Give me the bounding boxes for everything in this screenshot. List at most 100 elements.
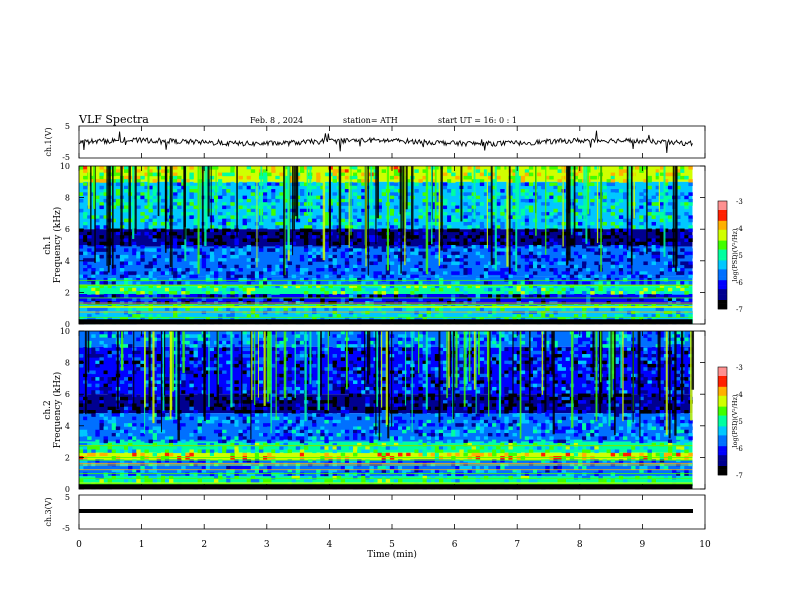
spectrogram-cell [471, 331, 477, 335]
spectrogram-cell [672, 334, 677, 338]
spectrogram-cell [455, 221, 460, 226]
spectrogram-cell [164, 307, 170, 312]
spectrogram-cell [365, 185, 370, 190]
spectrogram-cell [324, 248, 329, 252]
spectrogram-cell [667, 205, 673, 210]
spectrogram-cell [479, 221, 485, 226]
spectrogram-cell [132, 231, 137, 236]
spectrogram-cell [119, 380, 125, 384]
spectrogram-cell [676, 182, 681, 187]
spectrogram-cell [557, 274, 562, 279]
spectrogram-cell [213, 228, 219, 233]
spectrogram-cell [156, 215, 162, 219]
spectrogram-cell [246, 212, 252, 216]
spectrogram-cell [627, 347, 632, 352]
spectrogram-cell [442, 258, 448, 262]
spectrogram-cell [643, 354, 648, 358]
spectrogram-cell [189, 274, 194, 279]
spectrogram-cell [389, 175, 395, 180]
spectrogram-cell [430, 367, 436, 371]
spectrogram-cell [99, 347, 104, 352]
spectrogram-cell [140, 314, 145, 318]
spectrogram-cell [344, 169, 350, 173]
spectrogram-cell [148, 205, 153, 210]
spectrogram-cell [667, 251, 673, 256]
spectrogram-cell [332, 344, 337, 348]
spectrogram-cell [451, 179, 456, 183]
spectrogram-cell [647, 357, 652, 361]
spectrogram-cell [389, 274, 395, 279]
colorbar-cell [718, 283, 727, 286]
spectrogram-cell [541, 205, 546, 210]
spectrogram-cell [381, 189, 387, 193]
spectrogram-cell [389, 261, 395, 266]
spectrogram-cell [672, 360, 677, 365]
spectrogram-cell [516, 297, 522, 302]
spectrogram-cell [512, 314, 517, 318]
spectrogram-cell [414, 287, 419, 292]
spectrogram-cell [95, 258, 100, 262]
spectrogram-cell [119, 287, 125, 292]
sferic-streak [633, 166, 635, 219]
spectrogram-cell [647, 198, 652, 203]
spectrogram-cell [684, 281, 689, 285]
spectrogram-cell [148, 317, 153, 322]
spectrogram-cell [336, 363, 342, 368]
spectrogram-cell [197, 228, 202, 233]
spectrogram-cell [438, 271, 444, 275]
spectrogram-cell [406, 241, 411, 246]
spectrogram-cell [316, 169, 321, 173]
spectrogram-cell [459, 373, 464, 378]
spectrogram-cell [426, 225, 432, 229]
spectrogram-cell [320, 287, 325, 292]
spectrogram-cell [467, 297, 472, 302]
spectrogram-cell [254, 271, 260, 275]
spectrogram-cell [684, 284, 689, 289]
spectrogram-cell [222, 235, 227, 239]
spectrogram-cell [299, 268, 305, 272]
spectrogram-cell [639, 221, 644, 226]
spectrogram-cell [299, 225, 305, 229]
spectrogram-cell [582, 314, 587, 318]
spectrogram-cell [442, 294, 448, 298]
spectrogram-cell [442, 357, 448, 361]
spectrogram-cell [357, 317, 362, 322]
spectrogram-cell [602, 340, 607, 345]
spectrogram-cell [434, 189, 440, 193]
spectrogram-cell [156, 268, 162, 272]
ytick-label: 6 [65, 225, 70, 234]
spectrogram-cell [185, 248, 190, 252]
spectrogram-cell [79, 179, 84, 183]
spectrogram-cell [418, 245, 423, 249]
spectrogram-cell [643, 195, 648, 200]
spectrogram-cell [483, 377, 489, 381]
spectrogram-cell [381, 192, 387, 196]
spectrogram-cell [598, 284, 603, 289]
spectrogram-cell [357, 363, 362, 368]
spectrogram-cell [344, 241, 350, 246]
spectrogram-cell [434, 182, 440, 187]
spectrogram-cell [271, 231, 276, 236]
spectrogram-cell [643, 248, 648, 252]
spectrogram-cell [115, 202, 121, 206]
spectrogram-cell [160, 241, 166, 246]
spectrogram-cell [213, 274, 219, 279]
spectrogram-cell [512, 245, 517, 249]
spectrogram-cell [353, 208, 358, 213]
spectrogram-cell [226, 221, 231, 226]
spectrogram-cell [553, 198, 558, 203]
spectrogram-cell [95, 215, 100, 219]
spectrogram-cell [655, 258, 661, 262]
spectrogram-cell [357, 367, 362, 371]
spectrogram-cell [594, 175, 599, 180]
spectrogram-cell [246, 231, 252, 236]
spectrogram-cell [381, 377, 387, 381]
spectrogram-cell [577, 228, 583, 233]
spectrogram-cell [173, 370, 178, 375]
spectrogram-cell [242, 205, 247, 210]
spectrogram-cell [156, 370, 162, 375]
spectrogram-cell [242, 340, 247, 345]
spectrogram-cell [475, 212, 481, 216]
spectrogram-cell [504, 373, 509, 378]
spectrogram-cell [651, 354, 656, 358]
